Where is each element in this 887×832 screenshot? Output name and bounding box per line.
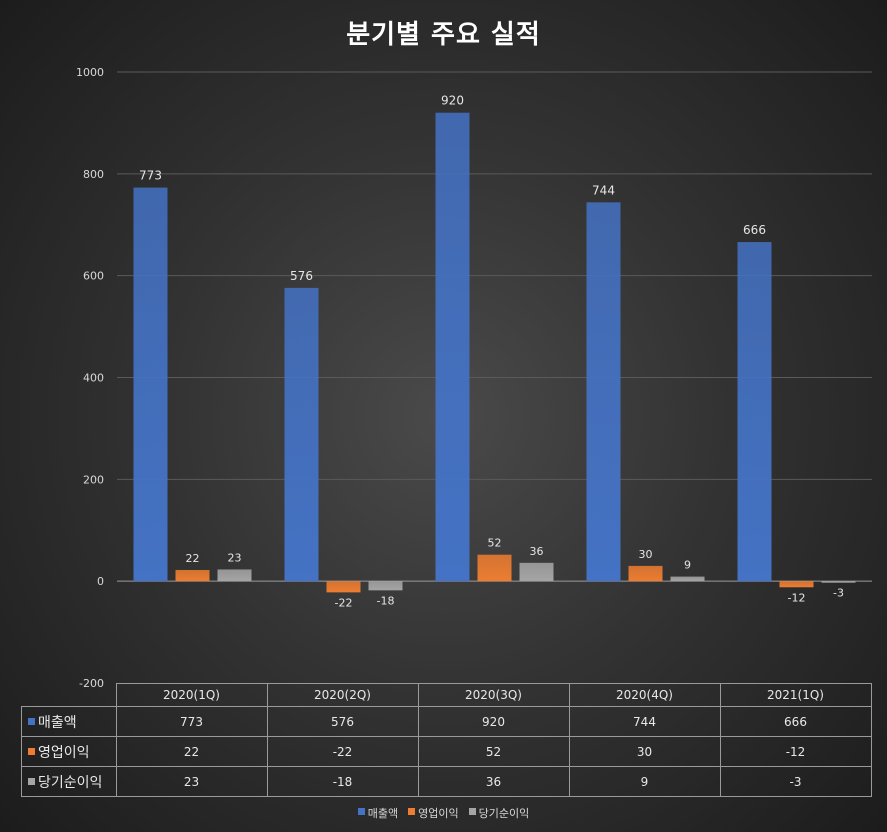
data-label: 36 [530,545,544,558]
table-cell: -18 [266,766,419,797]
series-swatch [28,717,35,725]
data-label: 666 [743,223,766,237]
data-label: -3 [833,587,844,600]
bar [217,569,252,582]
series-swatch [28,777,35,785]
y-tick-label: 0 [97,575,104,588]
y-tick-label: 800 [83,168,104,181]
y-tick-label: 1000 [76,66,104,79]
bar [133,187,168,582]
data-label: 920 [441,94,464,108]
data-table: 2020(1Q) 2020(2Q) 2020(3Q) 2020(4Q) 2021(1Q)… [21,683,872,797]
table-cell: 920 [417,706,570,737]
legend-swatch [468,808,476,815]
data-label: 22 [186,552,200,565]
legend-swatch [408,808,416,815]
y-tick-label: 200 [83,473,104,486]
table-header-row: 2020(1Q) 2020(2Q) 2020(3Q) 2020(4Q) 2021(1Q) [21,683,872,707]
bar [670,576,705,582]
y-tick-label: 600 [83,270,104,283]
data-label: 576 [290,269,313,283]
data-label: 30 [639,548,653,561]
legend-label: 영업이익 [418,807,459,820]
bar [435,112,470,582]
table-row: 매출액 773 576 920 744 666 [21,706,872,737]
table-cell: 666 [719,706,872,737]
bar [779,581,814,588]
bar [175,569,210,582]
bar [628,565,663,582]
bar [477,554,512,582]
data-label: 23 [228,551,242,564]
table-column-header: 2020(3Q) [417,683,570,707]
table-cell: 22 [115,736,268,767]
data-labels: 773 22 23 576 -22 -18 920 52 36 744 30 9 666 -12 -3 [139,94,844,610]
bar [737,242,772,582]
bar [326,581,361,593]
legend-label: 매출액 [367,807,399,820]
y-tick-label: 400 [83,372,104,385]
table-cell: 773 [115,706,268,737]
table-cell: -12 [719,736,872,767]
table-cell: -22 [266,736,419,767]
table-cell: 9 [568,766,721,797]
table-row-header: 매출액 [21,706,117,737]
bar [368,581,403,591]
data-label: 744 [592,183,615,197]
table-row-header: 영업이익 [21,736,117,767]
table-column-header: 2020(2Q) [266,683,419,707]
series-name: 매출액 [38,714,77,731]
table-body: 매출액 773 576 920 744 666 영업이익 22 -22 52 30 -12 당기순이익 2… [21,706,872,797]
table-cell: 23 [115,766,268,797]
table-cell: 576 [266,706,419,737]
table-cell: 744 [568,706,721,737]
bar [586,202,621,582]
series-swatch [28,747,35,755]
legend-swatch [357,808,365,815]
table-column-header: 2021(1Q) [719,683,872,707]
bar [519,562,554,582]
data-label: -22 [335,596,353,609]
data-label: 773 [139,169,162,183]
data-label: 9 [684,559,691,572]
table-row-header: 당기순이익 [21,766,117,797]
legend: 매출액 영업이익 당기순이익 [0,805,887,821]
legend-label: 당기순이익 [478,807,530,820]
series-name: 영업이익 [38,744,90,761]
table-cell: -3 [719,766,872,797]
data-label: -12 [788,591,806,604]
legend-item: 영업이익 [408,807,459,820]
table-corner [21,683,117,707]
chart-title: 분기별 주요 실적 [346,20,541,50]
legend-item: 매출액 [357,807,399,820]
table-row: 당기순이익 23 -18 36 9 -3 [21,766,872,797]
table-cell: 30 [568,736,721,767]
series-name: 당기순이익 [38,774,103,791]
data-label: 52 [488,537,502,550]
table-row: 영업이익 22 -22 52 30 -12 [21,736,872,767]
legend-item: 당기순이익 [468,807,530,820]
data-label: -18 [377,594,395,607]
table-column-header: 2020(4Q) [568,683,721,707]
table-column-header: 2020(1Q) [115,683,268,707]
bars [133,112,856,593]
bar [821,581,856,583]
table-cell: 52 [417,736,570,767]
table-cell: 36 [417,766,570,797]
bar [284,287,319,582]
